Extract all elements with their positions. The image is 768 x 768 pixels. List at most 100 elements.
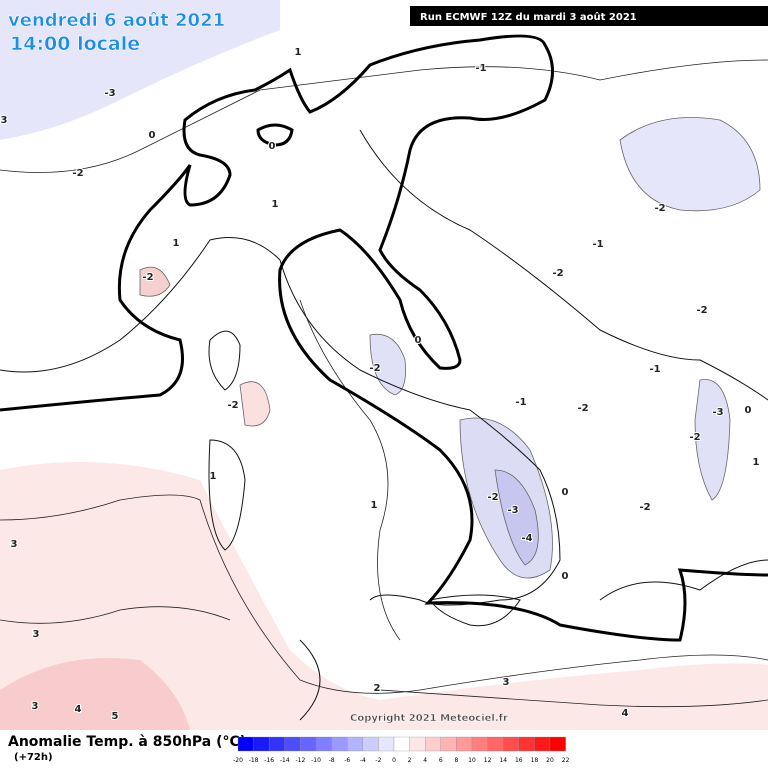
time-label: 14:00 locale [10,33,140,55]
contour-label: -2 [227,400,238,411]
cold-area [694,379,731,501]
contour-label: 0 [149,130,156,141]
contour-labels: -2 -3 3 0 0 1 -1 1 1 -2 -2 -2 0 -1 -2 -1 -2 -2 -2 -1 -3 0 -2 1 1… [0,46,761,723]
legend-tick-label: -2 [375,757,381,764]
contour-label: 1 [295,47,302,58]
contour-label: 4 [622,708,629,719]
contour-label: 1 [210,471,217,482]
legend-cell [237,736,254,752]
legend-cell [518,736,535,752]
legend-tick-label: 16 [515,757,523,764]
contour-label: 3 [1,115,8,126]
contour-label: -2 [696,305,707,316]
legend-tick-label: 18 [531,757,539,764]
contour-label: -2 [689,432,700,443]
legend-cell [471,736,488,752]
contour-label: 1 [173,238,180,249]
zero-contours [0,34,768,642]
legend-cell [378,736,395,752]
legend-tick-label: 20 [546,757,554,764]
legend-tick-label: 10 [468,757,476,764]
legend-cell [362,736,379,752]
cold-area [0,0,280,140]
warm-area [139,266,171,297]
lead-time: (+72h) [14,752,53,763]
contour-label: 1 [272,199,279,210]
legend-tick-label: -20 [233,757,243,764]
contour-label: 1 [753,457,760,468]
cold-area [619,117,761,212]
contour-label: 3 [32,701,39,712]
legend-cell [503,736,519,752]
legend-cell [549,736,566,752]
legend-tick-label: 12 [484,757,492,764]
warm-area-strong [0,658,190,730]
contour-label: 0 [269,141,276,152]
contour-label: 3 [503,677,510,688]
legend-tick-label: -10 [311,757,321,764]
contour-label: 0 [562,487,569,498]
run-label: Run ECMWF 12Z du mardi 3 août 2021 [420,11,637,23]
contour-label: 3 [11,539,18,550]
run-banner [410,6,768,26]
contour-label: -2 [369,363,380,374]
contour-label: -2 [577,403,588,414]
legend-tick-label: -4 [360,757,366,764]
legend-cell [347,736,363,752]
coastlines [0,129,768,721]
cold-area [369,333,406,396]
legend-tick-label: 6 [439,757,443,764]
legend-tick-label: -8 [329,757,335,764]
contour-label: -3 [507,505,518,516]
contour-label: 0 [562,571,569,582]
contour-label: 1 [371,500,378,511]
contour-label: 2 [374,683,381,694]
legend-tick-label: 14 [499,757,507,764]
warm-area [239,381,271,427]
copyright: Copyright 2021 Meteociel.fr [350,713,508,724]
contour-label: -2 [654,203,665,214]
contour-label: -1 [649,364,660,375]
cold-area [494,469,539,566]
contour-label: -4 [521,533,532,544]
legend-tick-label: -12 [295,757,305,764]
contour-label: -3 [104,88,115,99]
legend-cell [269,736,285,752]
contour-label: 3 [33,629,40,640]
legend-tick-label: 2 [408,757,412,764]
legend-tick-label: -6 [344,757,350,764]
legend-cell [487,736,504,752]
legend-cell [284,736,301,752]
warm-area [0,462,768,730]
legend-cell [409,736,426,752]
legend-cell [300,736,317,752]
legend-cell [253,736,270,752]
contour-label: -1 [515,397,526,408]
contour-label: -2 [487,492,498,503]
contour-label: 5 [112,711,119,722]
legend-tick-label: 22 [562,757,570,764]
legend-cell [331,736,348,752]
color-legend: -20 -18 -16 -14 -12 -10 -8 -6 -4 -2 0 2 4 6 8 10 12 14 16 1… [233,736,570,764]
contour-label: -2 [142,272,153,283]
contour-label: -1 [475,63,486,74]
legend-tick-label: -18 [249,757,259,764]
legend-tick-label: 4 [423,757,427,764]
contour-label: -3 [712,407,723,418]
contour-label: -2 [639,502,650,513]
legend-tick-label: -16 [264,757,274,764]
legend-tick-label: 0 [392,757,396,764]
contour-label: -1 [592,239,603,250]
legend-cell [425,736,441,752]
contour-label: 4 [75,704,82,715]
contour-label: 0 [415,335,422,346]
legend-cell [456,736,473,752]
legend-cell [440,736,457,752]
contour-label: 0 [745,405,752,416]
date-label: vendredi 6 août 2021 [8,10,225,31]
legend-tick-label: 8 [454,757,458,764]
legend-cell [534,736,551,752]
legend-cell [315,736,332,752]
